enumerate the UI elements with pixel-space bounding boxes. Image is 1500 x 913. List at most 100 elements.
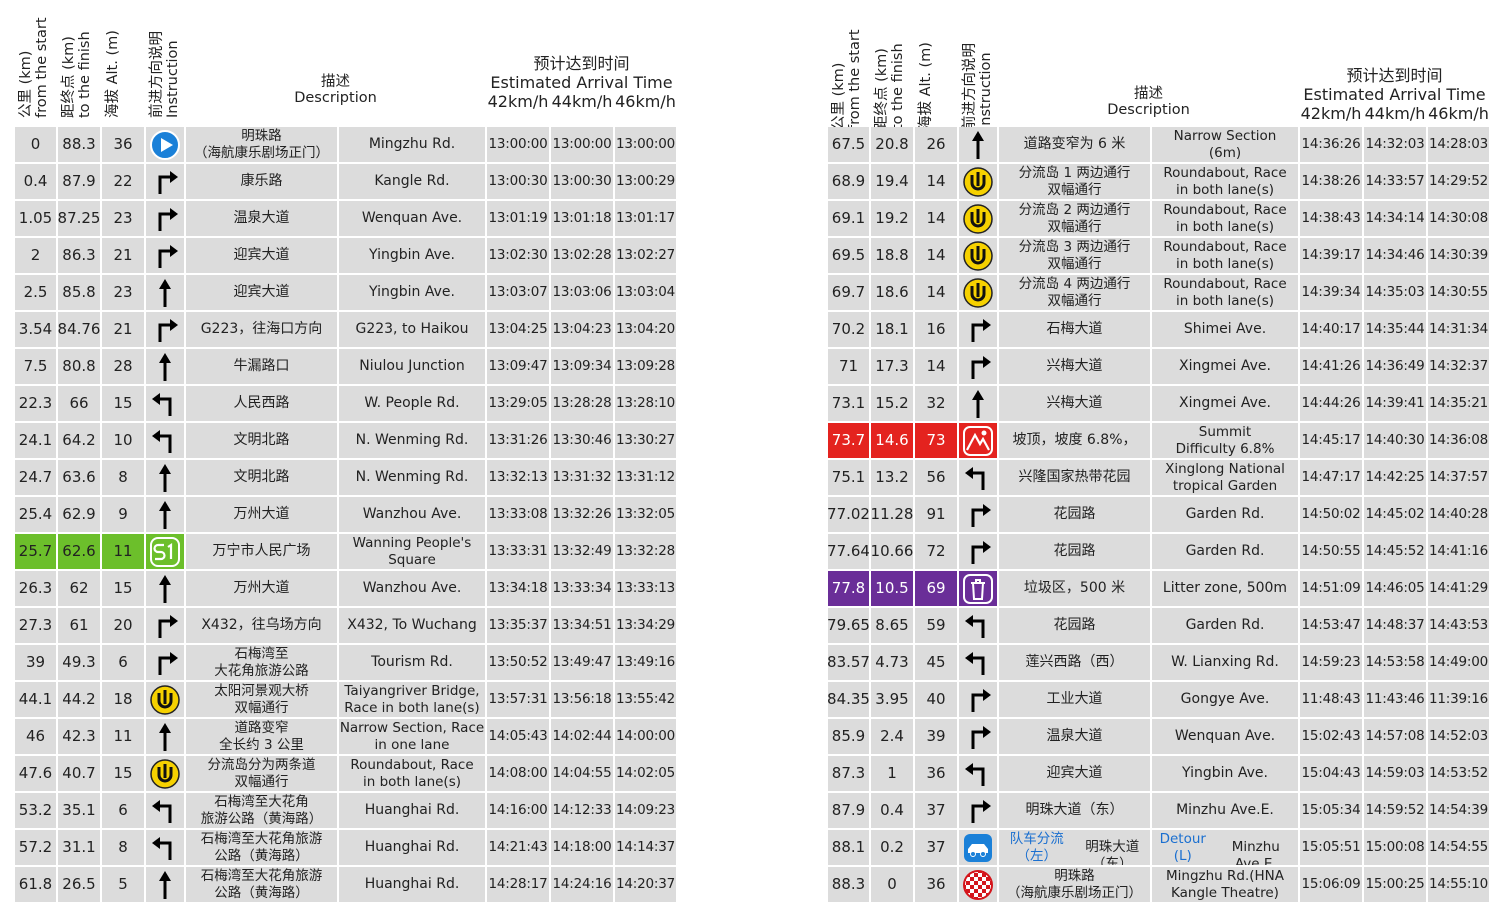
- eta: 14:40:28: [1428, 497, 1489, 532]
- direction-icon: [158, 244, 178, 268]
- description-cn: 工业大道: [999, 682, 1150, 717]
- instruction-icon: [146, 571, 184, 606]
- to-finish: 1: [871, 756, 913, 791]
- to-finish: 0.4: [871, 793, 913, 828]
- instruction-icon: [959, 275, 997, 310]
- direction-icon: [963, 277, 993, 308]
- altitude: 16: [915, 312, 957, 347]
- to-finish: 63.6: [58, 460, 100, 495]
- altitude: 36: [915, 756, 957, 791]
- direction-icon: [158, 614, 178, 638]
- to-finish: 26.5: [58, 867, 100, 902]
- to-finish: 3.95: [871, 682, 913, 717]
- eta: 14:35:21: [1428, 386, 1489, 421]
- direction-icon: [963, 425, 993, 456]
- direction-icon: [152, 799, 172, 823]
- eta: 14:33:57: [1364, 164, 1426, 199]
- direction-icon: [159, 352, 171, 381]
- eta: 14:32:37: [1428, 349, 1489, 384]
- to-finish: 64.2: [58, 423, 100, 458]
- eta: 14:41:29: [1428, 571, 1489, 606]
- instruction-icon: [959, 238, 997, 273]
- direction-icon: [963, 869, 993, 900]
- description-en: Wanzhou Ave.: [339, 571, 485, 606]
- eta: 13:02:28: [551, 238, 613, 273]
- instruction-icon: [146, 312, 184, 347]
- altitude: 73: [915, 423, 957, 458]
- description-cn: 迎宾大道: [186, 238, 337, 273]
- instruction-icon: [146, 238, 184, 273]
- direction-icon: [965, 762, 985, 786]
- eta: 13:28:28: [551, 386, 613, 421]
- column-header: 公里 (km) from the start: [831, 29, 863, 130]
- description-en: Narrow Section (6m): [1152, 127, 1298, 162]
- description-en: Garden Rd.: [1152, 534, 1298, 569]
- description-en: Mingzhu Rd.: [339, 127, 485, 162]
- altitude: 23: [102, 275, 144, 310]
- eta: 14:35:03: [1364, 275, 1426, 310]
- eta: 14:53:58: [1364, 645, 1426, 680]
- eta: 14:16:00: [487, 793, 549, 828]
- instruction-icon: [959, 127, 997, 162]
- eta: 13:32:13: [487, 460, 549, 495]
- description-cn: 道路变窄 全长约 3 公里: [186, 719, 337, 754]
- instruction-icon: [959, 756, 997, 791]
- direction-icon: [963, 166, 993, 197]
- eta: 15:05:34: [1300, 793, 1362, 828]
- eta: 14:38:26: [1300, 164, 1362, 199]
- km: 39: [15, 645, 56, 680]
- instruction-icon: [146, 423, 184, 458]
- direction-icon: [158, 170, 178, 194]
- eta: 14:35:44: [1364, 312, 1426, 347]
- instruction-icon: [959, 682, 997, 717]
- description-cn: 石梅湾至大花角旅游 公路（黄海路）: [186, 867, 337, 902]
- eta: 13:01:18: [551, 201, 613, 236]
- description-cn: 文明北路: [186, 460, 337, 495]
- description-cn: 人民西路: [186, 386, 337, 421]
- description-en: G223, to Haikou: [339, 312, 485, 347]
- altitude: 59: [915, 608, 957, 643]
- km: 75.1: [828, 460, 869, 495]
- column-header: 前进方向说明 Instruction: [962, 43, 994, 130]
- km: 1.05: [15, 201, 56, 236]
- eta: 14:34:46: [1364, 238, 1426, 273]
- description-cn: 明珠大道（东）: [999, 793, 1150, 828]
- direction-icon: [971, 688, 991, 712]
- km: 67.5: [828, 127, 869, 162]
- eta: 13:57:31: [487, 682, 549, 717]
- altitude: 91: [915, 497, 957, 532]
- altitude: 14: [915, 275, 957, 310]
- altitude: 69: [915, 571, 957, 606]
- description-en: Yingbin Ave.: [1152, 756, 1298, 791]
- to-finish: 66: [58, 386, 100, 421]
- description-en: N. Wenming Rd.: [339, 423, 485, 458]
- km: 68.9: [828, 164, 869, 199]
- direction-icon: [971, 799, 991, 823]
- to-finish: 18.6: [871, 275, 913, 310]
- altitude: 15: [102, 756, 144, 791]
- description-en: Wenquan Ave.: [339, 201, 485, 236]
- eta: 14:20:37: [615, 867, 676, 902]
- description-cn: 花园路: [999, 497, 1150, 532]
- column-header: 公里 (km) from the start: [18, 17, 50, 118]
- to-finish: 84.76: [58, 312, 100, 347]
- km: 25.7: [15, 534, 56, 569]
- description-cn: 明珠路 （海航康乐剧场正门）: [186, 127, 337, 162]
- eta: 13:01:17: [615, 201, 676, 236]
- km: 87.9: [828, 793, 869, 828]
- eta: 14:48:37: [1364, 608, 1426, 643]
- column-header: 前进方向说明 Instruction: [149, 31, 181, 118]
- description-cn: 兴梅大道: [999, 386, 1150, 421]
- altitude: 8: [102, 830, 144, 865]
- eta: 13:03:04: [615, 275, 676, 310]
- column-header: 描述 Description: [294, 74, 377, 106]
- eta: 14:02:05: [615, 756, 676, 791]
- description-cn: 分流岛分为两条道 双幅通行: [186, 756, 337, 791]
- column-header: 42km/h: [1300, 104, 1362, 123]
- eta: 14:31:34: [1428, 312, 1489, 347]
- description-en: W. Lianxing Rd.: [1152, 645, 1298, 680]
- direction-icon: [963, 573, 993, 604]
- km: 77.02: [828, 497, 869, 532]
- description-cn: 坡顶，坡度 6.8%，: [999, 423, 1150, 458]
- km: 22.3: [15, 386, 56, 421]
